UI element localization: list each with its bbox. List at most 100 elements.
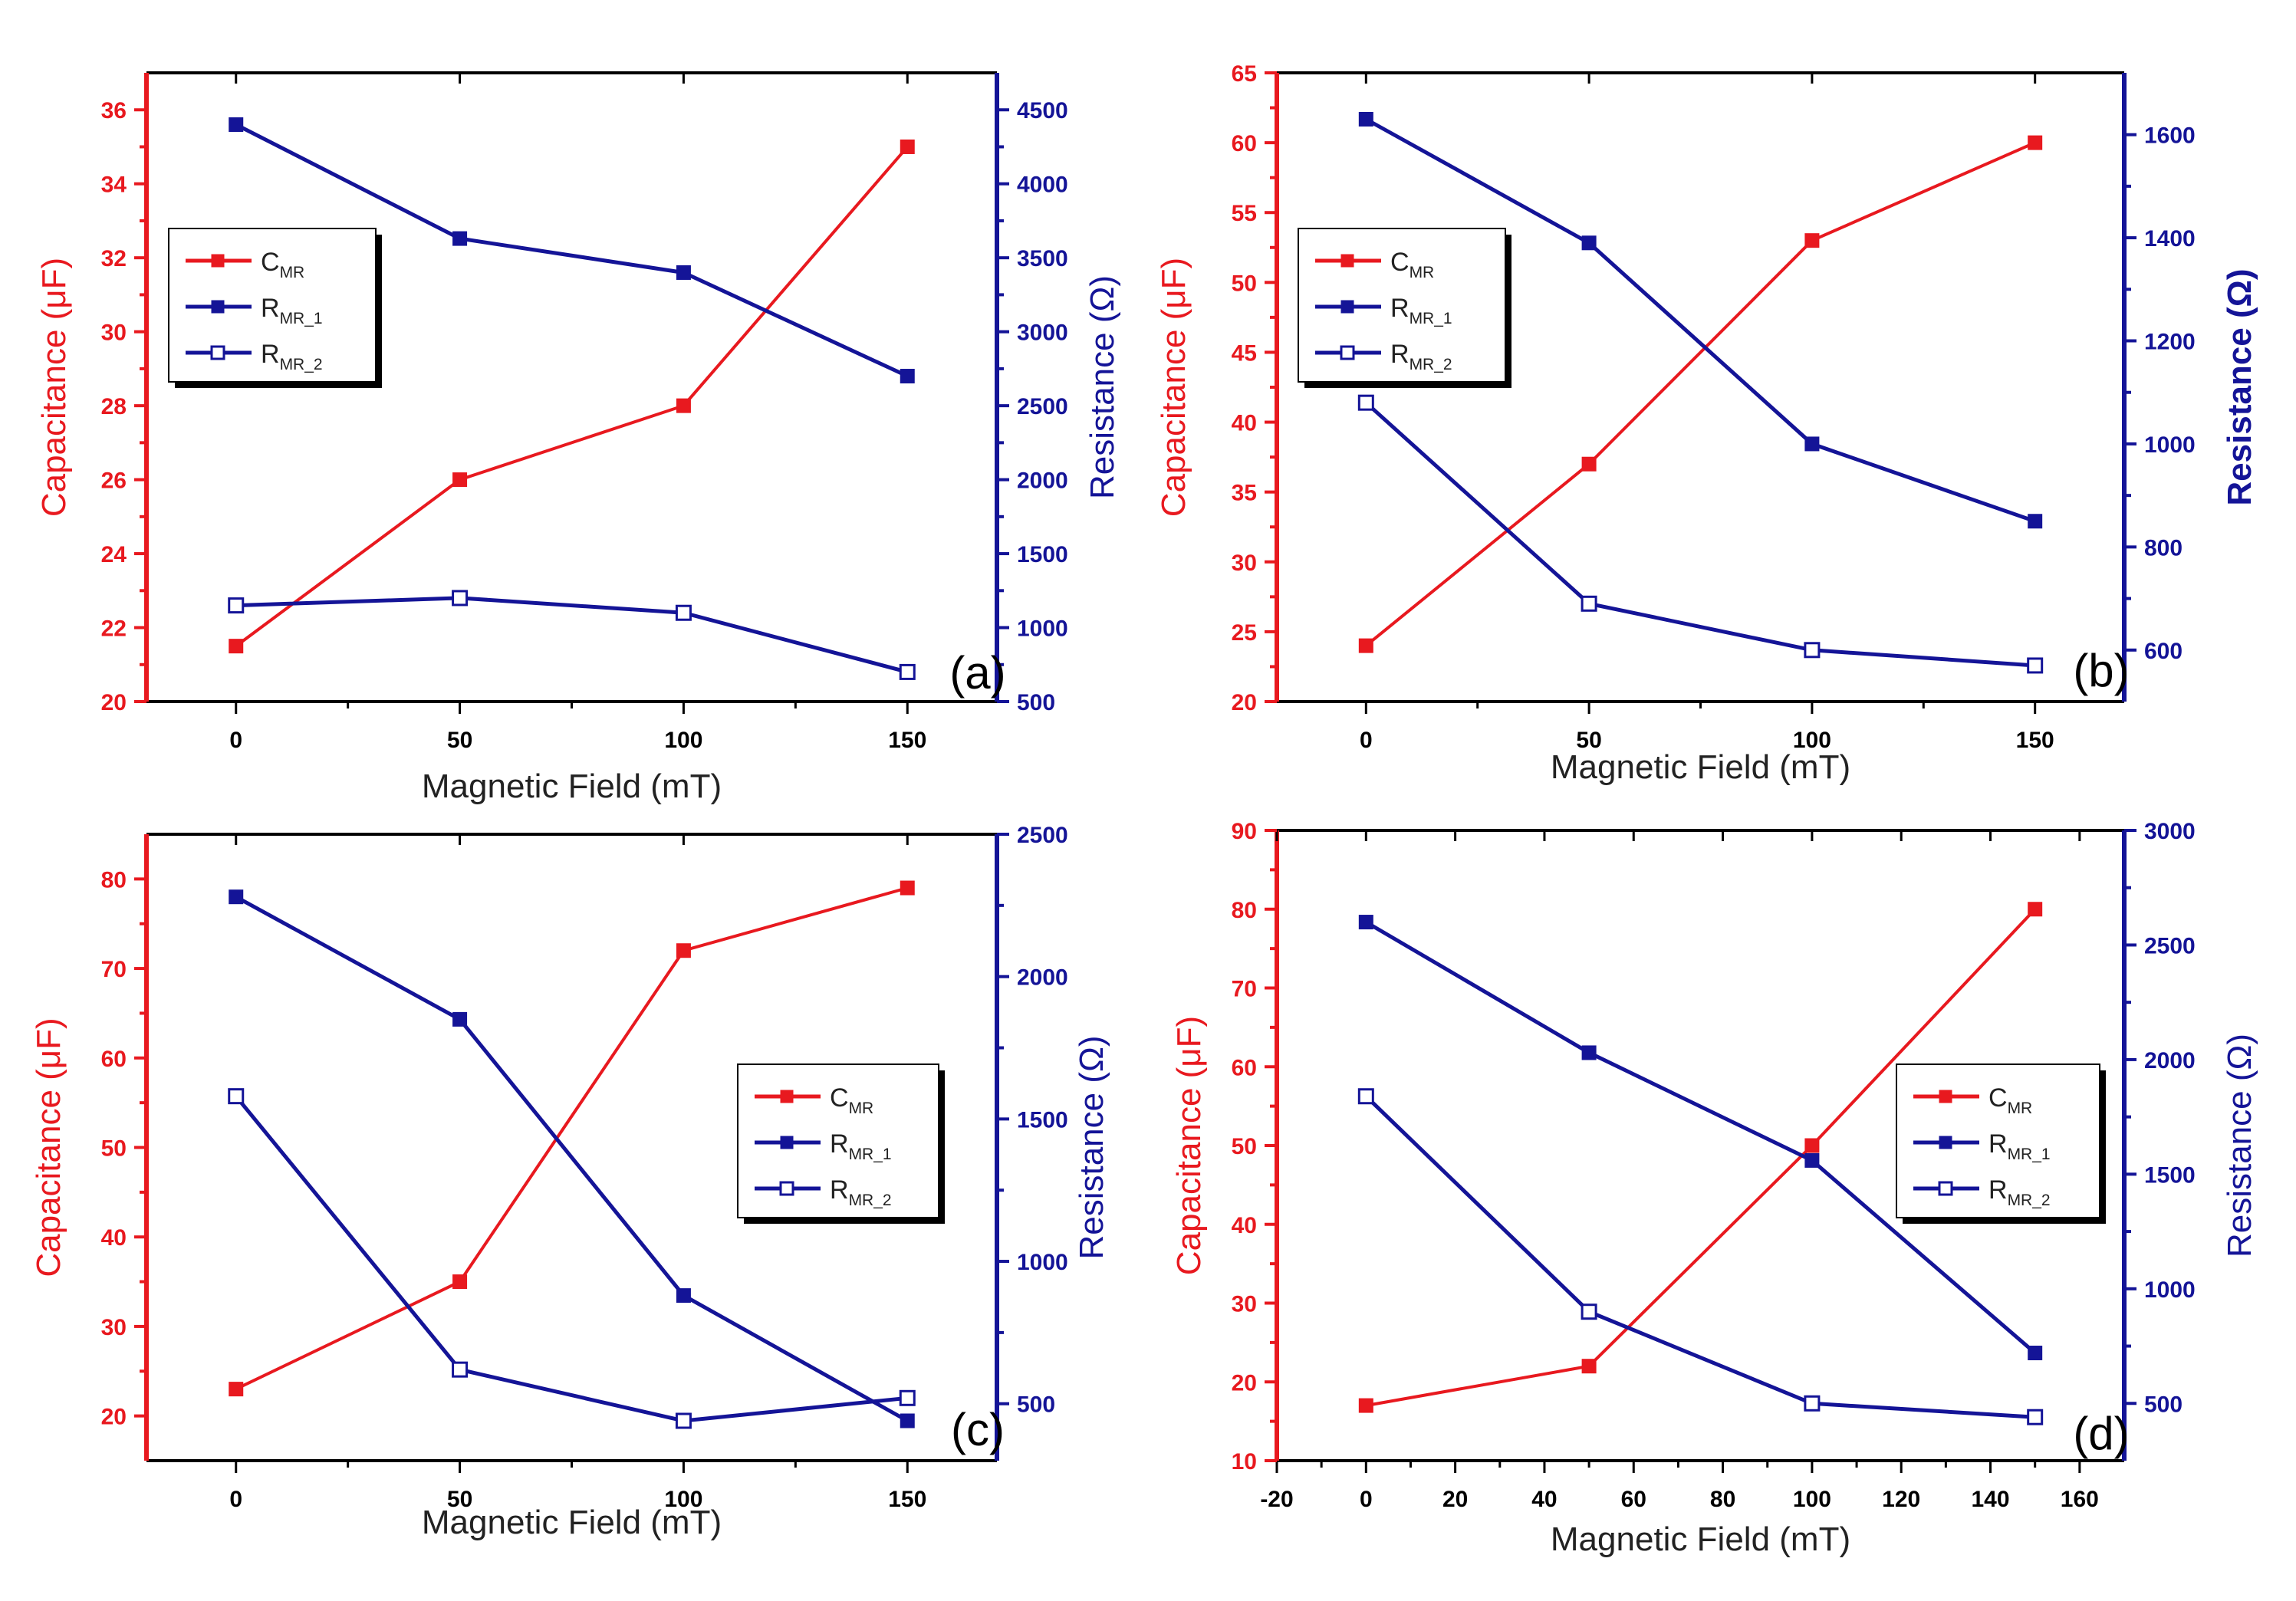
y-right-tick-label: 1000 [2144,432,2196,458]
data-point-r2 [899,663,916,680]
data-point-r2 [2027,657,2044,674]
data-point-c [1358,1398,1373,1413]
y-right-tick-label: 4500 [1017,98,1068,123]
legend-label-subscript: MR [280,264,305,281]
series-line-r2 [235,596,908,674]
x-tick-label: 40 [1531,1487,1557,1512]
data-point-r2 [1581,1303,1597,1320]
legend-marker [1340,300,1354,314]
y-right-tick-label: 3000 [1017,321,1068,346]
legend-label-r1: RMR_1 [1988,1129,2051,1163]
x-tick-label: 150 [2016,728,2054,753]
x-tick-label: 100 [1793,1487,1831,1512]
y-right-tick-label: 1200 [2144,330,2196,355]
y-left-axis-title: Capacitance (μF) [30,1017,67,1277]
y-left-tick-label: 20 [1232,1370,1257,1396]
y-left-tick-label: 30 [101,321,127,346]
panel-label: (d) [2073,1408,2129,1459]
series-line-c [1365,908,2037,1408]
y-left-tick-label: 30 [1232,1292,1257,1317]
y-left-tick-label: 50 [101,1136,127,1162]
y-right-tick-label: 500 [1017,690,1055,715]
legend-label-main: C [261,248,280,277]
y-left-tick-label: 26 [101,468,127,494]
y-right-tick-label: 2000 [2144,1048,2196,1073]
y-left-axis-title: Capacitance (μF) [35,258,73,517]
chart-panel-1: 0 50 100 150 20 22 24 26 28 30 32 34 36 500 1000 1500 20… [35,71,1121,805]
x-tick-label: 100 [664,1487,702,1512]
data-point-r2 [1581,595,1597,612]
series-line-r2 [234,1095,908,1423]
y-left-tick-label: 22 [101,616,127,642]
y-right-tick-label: 1000 [2144,1277,2196,1303]
y-left-tick-label: 70 [101,957,127,982]
data-point-r1 [1358,111,1373,127]
series-line-r1 [235,123,909,378]
y-left-tick-label: 80 [101,867,127,893]
y-left-axis-title: Capacitance (μF) [1170,1016,1208,1275]
x-tick-label: 50 [447,728,472,753]
legend-marker [1340,345,1355,360]
x-axis-title: Magnetic Field (mT) [1551,748,1850,786]
y-right-tick-label: 500 [1017,1392,1055,1418]
legend-label-subscript: MR_1 [1410,310,1452,327]
y-right-tick-label: 3000 [2144,819,2196,844]
y-left-tick-label: 24 [101,542,127,567]
y-left-tick-label: 20 [101,690,127,715]
data-point-r1 [1358,915,1373,930]
data-point-r2 [452,1361,469,1378]
data-point-r1 [2028,1346,2043,1361]
y-left-axis-title: Capacitance (μF) [1155,258,1192,517]
series-line-c [1365,141,2036,647]
data-point-r2 [228,1088,245,1105]
legend-label-subscript: MR_1 [280,310,323,327]
series-line-c [235,146,909,648]
y-left-tick-label: 30 [1232,551,1257,576]
x-axis-title: Magnetic Field (mT) [1551,1520,1850,1558]
panel-label: (c) [951,1404,1005,1455]
y-left-tick-label: 55 [1232,201,1257,226]
data-point-c [452,472,468,488]
data-point-r2 [675,1412,692,1429]
y-left-tick-label: 45 [1232,340,1257,366]
panel-label: (b) [2073,645,2129,696]
series-line-r1 [1365,920,2037,1355]
y-left-tick-label: 34 [101,173,127,198]
y-left-tick-label: 25 [1232,620,1257,646]
data-point-c [229,639,244,654]
legend-label-r1: RMR_1 [261,294,323,327]
legend-label-subscript: MR [1410,264,1435,281]
legend-label-r1: RMR_1 [1390,294,1452,327]
legend-label-subscript: MR_2 [849,1192,892,1209]
data-point-c [1581,1359,1597,1374]
chart-panel-3: 0 50 100 150 20 30 40 50 60 70 80 500 1000 1500 2000 25… [30,823,1110,1541]
data-point-c [229,1382,244,1397]
x-tick-label: 100 [664,728,702,753]
legend-marker [1939,1090,1952,1103]
data-point-r1 [452,231,468,246]
y-left-tick-label: 40 [1232,411,1257,436]
x-tick-label: 120 [1882,1487,1920,1512]
legend-marker [211,254,225,268]
y-left-tick-label: 60 [1232,1055,1257,1080]
x-tick-label: 0 [229,728,242,753]
x-tick-label: 140 [1971,1487,2009,1512]
x-tick-label: 0 [1360,1487,1373,1512]
y-left-tick-label: 80 [1232,898,1257,923]
x-tick-label: 0 [1360,728,1373,753]
y-right-axis-title: Resistance (Ω) [2221,268,2258,505]
y-right-tick-label: 1500 [1017,542,1068,567]
x-axis-title: Magnetic Field (mT) [422,1504,722,1541]
y-right-tick-label: 2000 [1017,468,1068,494]
data-point-r2 [452,590,469,607]
legend-label-main: R [830,1129,849,1159]
y-right-tick-label: 1500 [1017,1107,1068,1133]
y-left-tick-label: 50 [1232,1134,1257,1159]
y-left-tick-label: 28 [101,394,127,419]
data-point-r2 [2027,1409,2044,1425]
